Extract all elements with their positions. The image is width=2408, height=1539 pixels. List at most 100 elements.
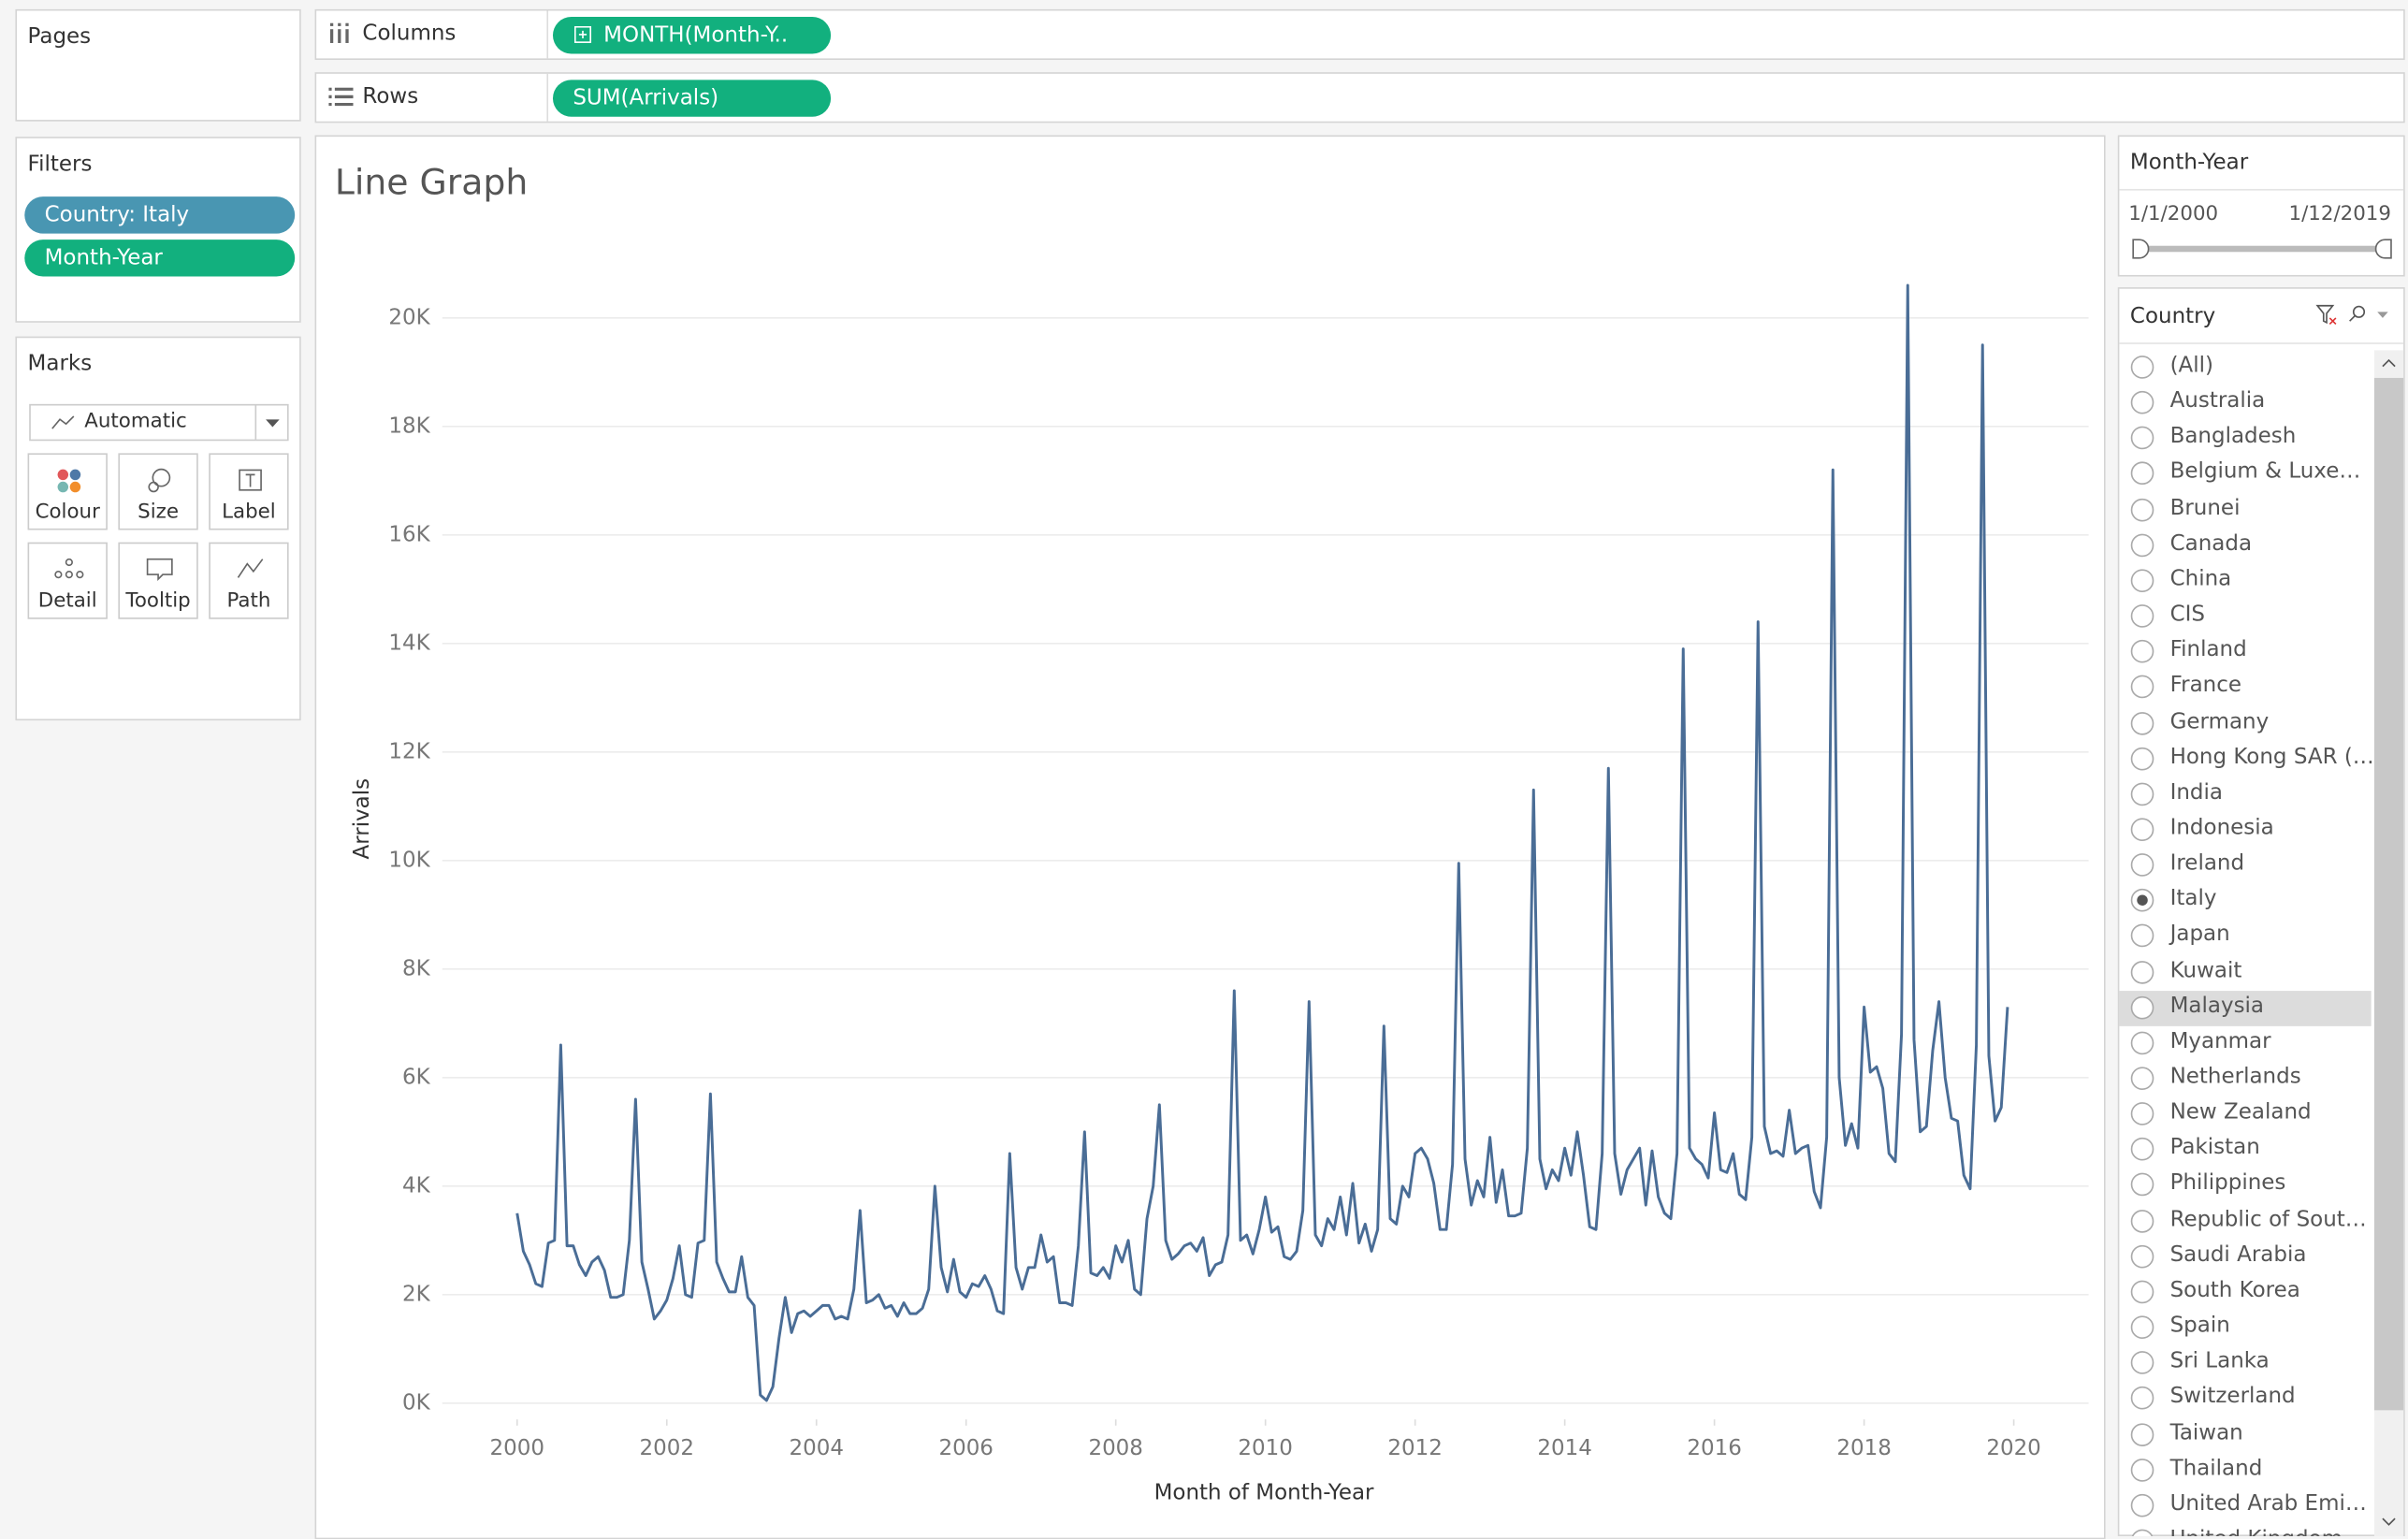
scrollbar[interactable] (2374, 350, 2403, 1536)
radio-button[interactable] (2130, 497, 2154, 521)
country-option[interactable]: Ireland (2119, 849, 2371, 884)
columns-pill[interactable]: MONTH(Month-Y.. (553, 17, 831, 53)
country-option[interactable]: Taiwan (2119, 1417, 2371, 1453)
country-option[interactable]: Spain (2119, 1311, 2371, 1346)
radio-button[interactable] (2130, 1067, 2154, 1091)
radio-button[interactable] (2130, 1280, 2154, 1304)
radio-button[interactable] (2130, 746, 2154, 770)
country-option[interactable]: (All) (2119, 350, 2371, 385)
country-option[interactable]: Myanmar (2119, 1026, 2371, 1062)
radio-button[interactable] (2130, 995, 2154, 1020)
radio-button[interactable] (2130, 1493, 2154, 1517)
country-option[interactable]: Republic of Sout… (2119, 1204, 2371, 1240)
marks-button[interactable]: Path (209, 543, 288, 619)
marks-button[interactable]: Detail (28, 543, 108, 619)
filter-pill[interactable]: Country: Italy (24, 196, 295, 233)
scroll-down[interactable] (2382, 1517, 2396, 1527)
country-name: Pakistan (2170, 1136, 2260, 1160)
radio-button[interactable] (2130, 426, 2154, 450)
chart: Line Graph Month of Month-Year Arrivals … (315, 135, 2104, 1536)
country-option[interactable]: Netherlands (2119, 1062, 2371, 1097)
country-name: Australia (2170, 389, 2266, 414)
radio-button[interactable] (2130, 781, 2154, 806)
marks-button[interactable]: Size (118, 453, 197, 530)
country-option[interactable]: Thailand (2119, 1453, 2371, 1488)
scroll-thumb[interactable] (2374, 378, 2403, 1410)
country-option[interactable]: CIS (2119, 599, 2371, 634)
country-option[interactable]: Finland (2119, 634, 2371, 670)
country-option[interactable]: Canada (2119, 528, 2371, 563)
radio-button[interactable] (2130, 852, 2154, 877)
country-option[interactable]: Indonesia (2119, 813, 2371, 849)
country-name: Finland (2170, 638, 2247, 662)
radio-button[interactable] (2130, 639, 2154, 663)
radio-button[interactable] (2130, 817, 2154, 841)
country-option[interactable]: Sri Lanka (2119, 1346, 2371, 1382)
country-option[interactable]: India (2119, 777, 2371, 813)
radio-button[interactable] (2130, 710, 2154, 734)
y-tick-label: 8K (402, 956, 431, 980)
radio-button[interactable] (2130, 390, 2154, 414)
marks-button[interactable]: Tooltip (118, 543, 197, 619)
filter-pill[interactable]: Month-Year (24, 240, 295, 276)
country-option[interactable]: Saudi Arabia (2119, 1240, 2371, 1275)
radio-button[interactable] (2130, 1315, 2154, 1340)
radio-button[interactable] (2130, 1102, 2154, 1126)
radio-button[interactable] (2130, 675, 2154, 699)
radio-button[interactable] (2130, 923, 2154, 948)
country-option[interactable]: Italy (2119, 884, 2371, 920)
radio-button[interactable] (2130, 1529, 2154, 1536)
range-slider[interactable] (2132, 239, 2393, 260)
radio-button[interactable] (2130, 1244, 2154, 1269)
country-option[interactable]: China (2119, 563, 2371, 599)
radio-button[interactable] (2130, 1031, 2154, 1055)
marks-button[interactable]: Colour (28, 453, 108, 530)
country-option[interactable]: Pakistan (2119, 1133, 2371, 1169)
country-option[interactable]: Malaysia (2119, 991, 2371, 1026)
scroll-up[interactable] (2382, 358, 2396, 368)
radio-button[interactable] (2130, 888, 2154, 912)
marks-button[interactable]: Label (209, 453, 288, 530)
radio-button[interactable] (2130, 960, 2154, 984)
mark-type-dropdown[interactable]: Automatic (29, 404, 288, 441)
radio-button[interactable] (2130, 1387, 2154, 1411)
rows-label: Rows (362, 84, 418, 109)
country-option[interactable]: Philippines (2119, 1169, 2371, 1204)
country-name: (All) (2170, 354, 2213, 378)
marks-button-label: Size (120, 501, 196, 524)
country-name: India (2170, 780, 2223, 805)
country-option[interactable]: Japan (2119, 920, 2371, 955)
radio-button[interactable] (2130, 1351, 2154, 1375)
country-option[interactable]: Switzerland (2119, 1382, 2371, 1417)
radio-button[interactable] (2130, 603, 2154, 628)
country-name: Spain (2170, 1314, 2230, 1338)
radio-button[interactable] (2130, 355, 2154, 379)
radio-button[interactable] (2130, 568, 2154, 592)
country-name: China (2170, 567, 2232, 591)
country-name: United Arab Emi… (2170, 1491, 2367, 1516)
country-option[interactable]: United Kingdom (2119, 1524, 2371, 1536)
marks-icon (235, 467, 266, 493)
radio-button[interactable] (2130, 461, 2154, 486)
radio-button[interactable] (2130, 1173, 2154, 1198)
radio-button[interactable] (2130, 1458, 2154, 1482)
radio-button[interactable] (2130, 1422, 2154, 1446)
country-option[interactable]: Bangladesh (2119, 421, 2371, 457)
country-option[interactable]: South Korea (2119, 1275, 2371, 1311)
radio-button[interactable] (2130, 532, 2154, 557)
country-option[interactable]: Brunei (2119, 492, 2371, 528)
filter-tools[interactable] (2316, 304, 2393, 326)
country-option[interactable]: Germany (2119, 705, 2371, 741)
country-option[interactable]: United Arab Emi… (2119, 1488, 2371, 1524)
radio-button[interactable] (2130, 1138, 2154, 1162)
country-option[interactable]: France (2119, 670, 2371, 705)
rows-pill[interactable]: SUM(Arrivals) (553, 80, 831, 116)
radio-button[interactable] (2130, 1209, 2154, 1233)
country-option[interactable]: Belgium & Luxe… (2119, 457, 2371, 492)
country-option[interactable]: Kuwait (2119, 955, 2371, 991)
country-option[interactable]: Australia (2119, 385, 2371, 421)
country-option[interactable]: Hong Kong SAR (… (2119, 741, 2371, 777)
country-option[interactable]: New Zealand (2119, 1097, 2371, 1133)
